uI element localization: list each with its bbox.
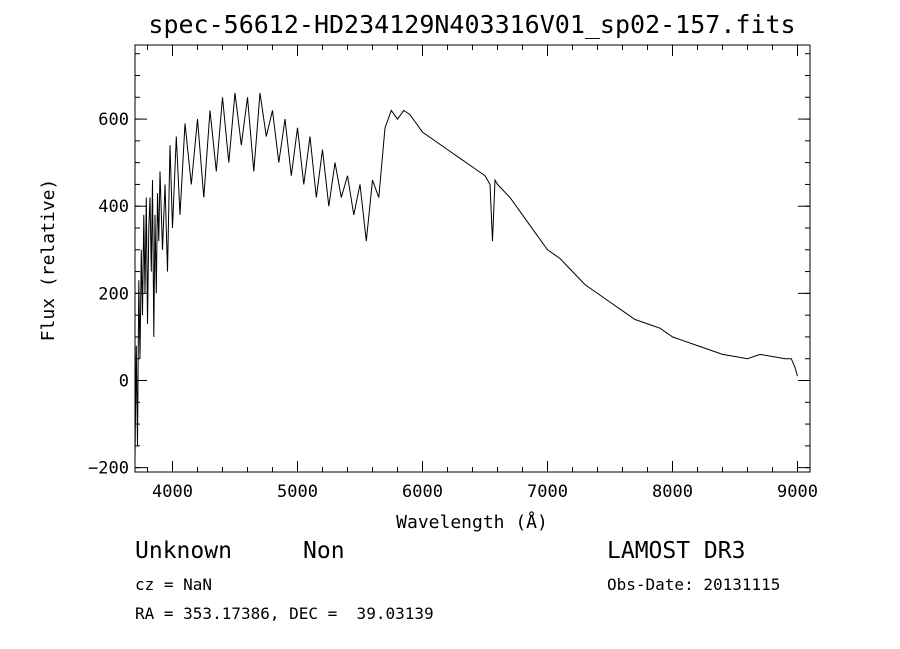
spectrum-line — [134, 92, 798, 459]
x-tick-label: 8000 — [652, 482, 693, 502]
coordinates: RA = 353.17386, DEC = 39.03139 — [135, 604, 434, 623]
y-tick-label: 0 — [119, 372, 129, 392]
survey-name: LAMOST DR3 — [607, 538, 746, 564]
x-tick-label: 5000 — [277, 482, 318, 502]
object-class: Non — [303, 538, 345, 564]
x-axis-label: Wavelength (Å) — [396, 511, 548, 533]
plot-frame — [134, 44, 811, 473]
redshift-cz: cz = NaN — [135, 575, 213, 594]
y-tick-label: 200 — [98, 284, 129, 304]
observation-date: Obs-Date: 20131115 — [607, 575, 781, 594]
axis-ticks — [135, 45, 810, 472]
x-tick-label: 4000 — [152, 482, 193, 502]
y-axis-label: Flux (relative) — [38, 179, 59, 342]
y-tick-label: 400 — [98, 197, 129, 217]
y-tick-label: 600 — [98, 110, 129, 130]
x-tick-label: 6000 — [402, 482, 443, 502]
object-name: Unknown — [135, 538, 232, 564]
y-tick-label: −200 — [88, 459, 129, 479]
tick-labels: 4000 5000 6000 7000 8000 9000 −200 0 200 400 600 — [88, 110, 818, 502]
chart-title: spec-56612-HD234129N403316V01_sp02-157.f… — [148, 10, 795, 39]
x-tick-label: 7000 — [527, 482, 568, 502]
x-tick-label: 9000 — [777, 482, 818, 502]
